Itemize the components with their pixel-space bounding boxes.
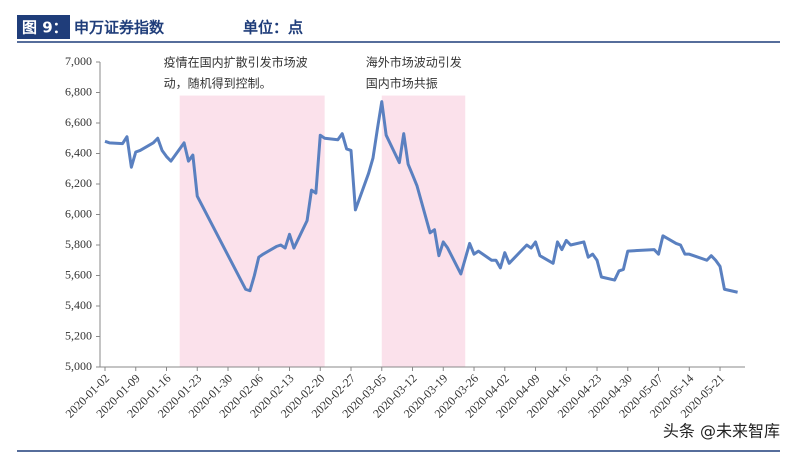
annotation: 海外市场波动引发 — [366, 55, 462, 70]
series-line — [104, 100, 738, 294]
y-tick-label: 6,400 — [65, 145, 92, 159]
annotation: 国内市场共振 — [366, 76, 438, 91]
y-tick-label: 6,800 — [65, 84, 92, 98]
y-tick-label: 6,600 — [65, 115, 92, 129]
y-tick-label: 5,000 — [65, 359, 92, 373]
watermark: 头条 @未来智库 — [663, 422, 780, 441]
chart-title: 申万证券指数 — [74, 19, 165, 37]
y-tick-label: 7,000 — [65, 54, 92, 68]
y-tick-label: 6,200 — [65, 176, 92, 190]
figure-badge — [17, 15, 70, 39]
y-tick-label: 5,400 — [65, 298, 92, 312]
figure-number: 图 9： — [22, 19, 68, 37]
annotation: 动，随机得到控制。 — [164, 76, 272, 91]
y-tick-label: 5,200 — [65, 328, 92, 342]
y-tick-label: 5,600 — [65, 267, 92, 281]
highlight-band — [381, 95, 466, 368]
y-tick-label: 6,000 — [65, 206, 92, 220]
annotation: 疫情在国内扩散引发市场波 — [164, 55, 308, 70]
y-tick-label: 5,800 — [65, 237, 92, 251]
unit-label: 单位：点 — [243, 19, 303, 37]
